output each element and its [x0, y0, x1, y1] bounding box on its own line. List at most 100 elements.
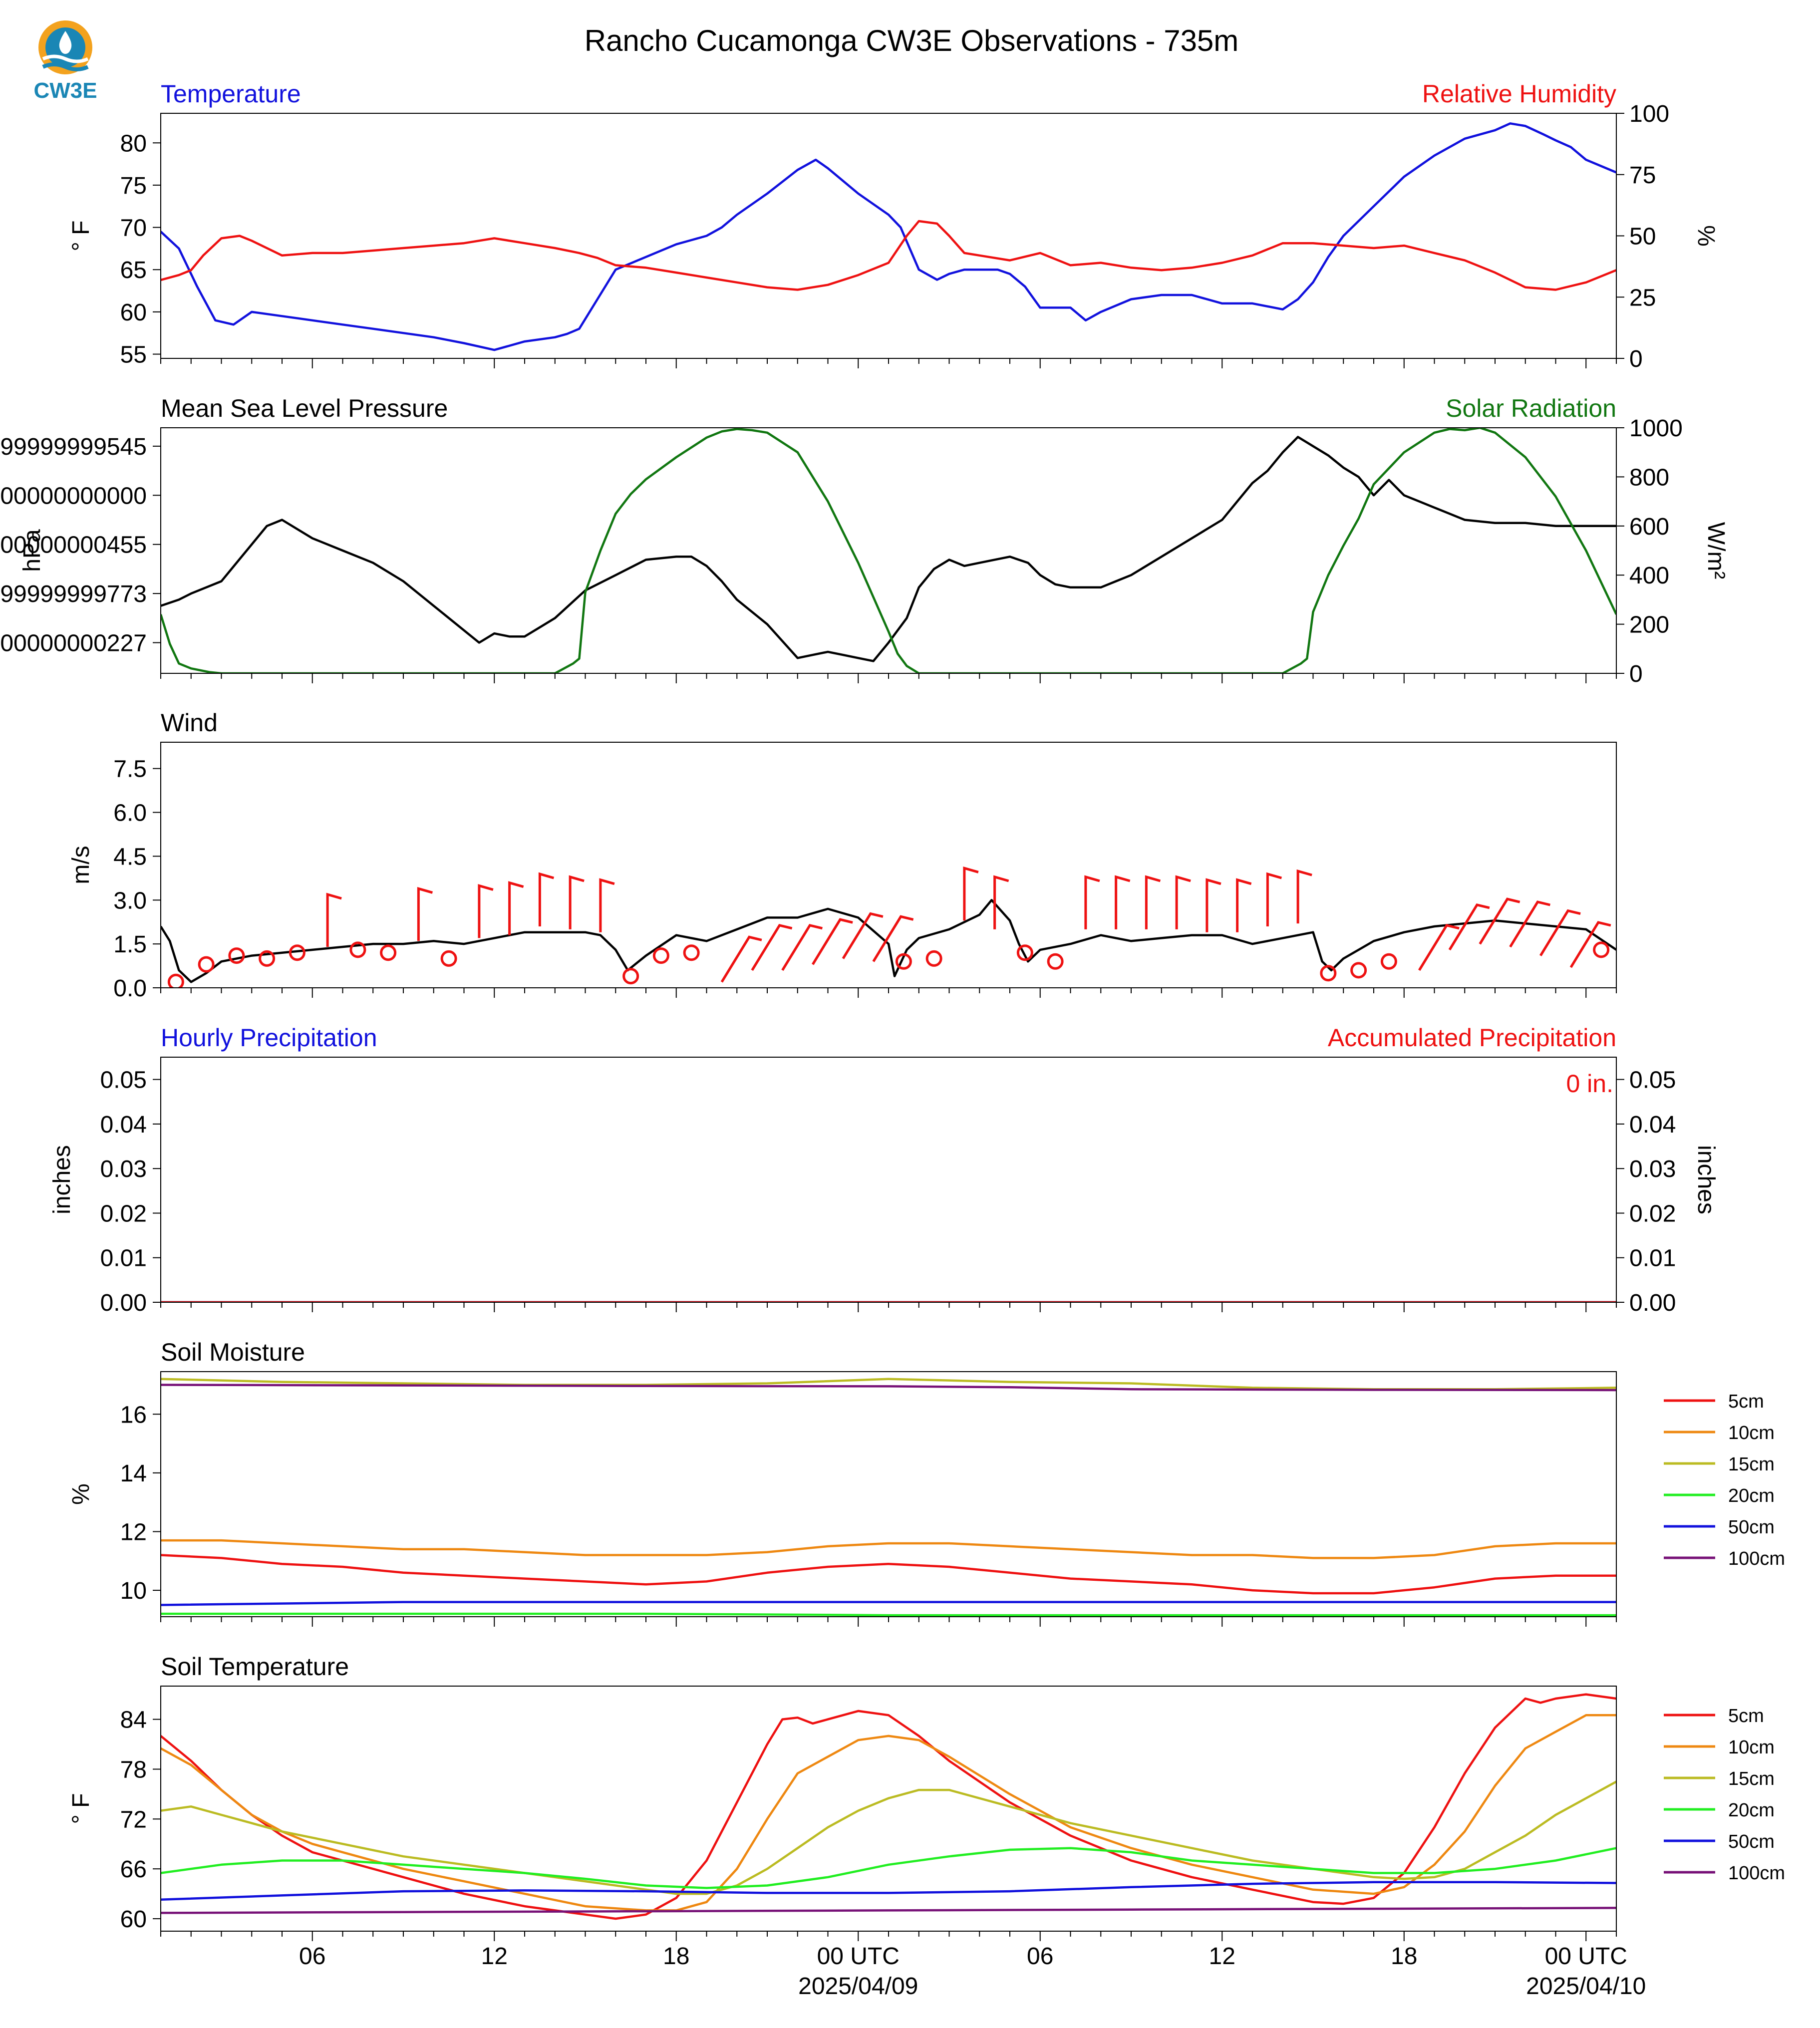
- y-tick-label: 10: [120, 1578, 147, 1604]
- legend-label: 10cm: [1728, 1423, 1775, 1444]
- y-tick-label-right: 100: [1629, 101, 1669, 127]
- panel-frame: [160, 1686, 1617, 1932]
- wind-barb-calm: [259, 950, 276, 967]
- y-tick-label-right: 0.00: [1629, 1290, 1676, 1316]
- y-tick-label: 0.03: [100, 1156, 147, 1182]
- wind-barb: [478, 884, 494, 938]
- y-axis-label-right: W/m²: [1703, 522, 1729, 579]
- y-tick-label: 1.5: [113, 931, 147, 958]
- legend-label: 20cm: [1728, 1485, 1775, 1506]
- y-tick-label: 1018.3999999999999773: [0, 581, 147, 607]
- series-line-5cm: [161, 1554, 1616, 1595]
- wind-barb: [1175, 875, 1191, 929]
- wind-barb-calm: [440, 950, 457, 967]
- x-tick-label: 00 UTC: [817, 1943, 900, 1970]
- y-tick-label: 7.5: [113, 756, 147, 783]
- wind-barb: [720, 935, 762, 983]
- legend-label: 5cm: [1728, 1391, 1764, 1412]
- wind-barb-calm: [683, 944, 700, 961]
- series-line-50cm: [161, 1601, 1616, 1606]
- y-axis-label: ° F: [68, 221, 94, 252]
- wind-barb-calm: [1016, 944, 1033, 961]
- wind-barb: [751, 924, 793, 971]
- figure-title: Rancho Cucamonga CW3E Observations - 735…: [585, 24, 1239, 57]
- wind-barb-calm: [349, 941, 366, 958]
- y-tick-label: 1020.0000000000000000: [0, 483, 147, 509]
- y-tick-label: 1017.6000000000000227: [0, 630, 147, 657]
- wind-barb-calm: [289, 944, 305, 961]
- wind-barb-calm: [652, 947, 669, 964]
- plot-area: [161, 1693, 1616, 1920]
- wind-barb: [1266, 872, 1282, 926]
- y-tick-label: 12: [120, 1519, 147, 1545]
- wind-barb: [1448, 903, 1490, 951]
- x-tick-label: 18: [1391, 1943, 1417, 1970]
- y-tick-label: 3.0: [113, 887, 147, 914]
- wind-barb-calm: [1350, 962, 1367, 979]
- y-tick-label: 66: [120, 1856, 147, 1883]
- legend-label: 15cm: [1728, 1454, 1775, 1475]
- y-tick-label: 65: [120, 257, 147, 284]
- y-axis-label: m/s: [68, 846, 94, 884]
- series-line-20cm: [161, 1847, 1616, 1889]
- wind-barb: [1509, 900, 1550, 948]
- wind-barb: [1539, 909, 1581, 956]
- panel-title: Wind: [161, 709, 218, 737]
- wind-barb: [1084, 875, 1100, 929]
- wind-barb-calm: [1593, 941, 1610, 958]
- y-tick-label-right: 600: [1629, 514, 1669, 540]
- x-tick-label: 12: [1209, 1943, 1235, 1970]
- y-tick-label-right: 200: [1629, 612, 1669, 638]
- series-line-mean-sea-level-pressure: [161, 436, 1616, 662]
- wind-barb: [993, 875, 1009, 929]
- legend-label: 5cm: [1728, 1706, 1764, 1727]
- wind-barb-calm: [895, 953, 912, 970]
- y-tick-label: 0.04: [100, 1112, 147, 1138]
- y-tick-label: 1019.2000000000000455: [0, 532, 147, 559]
- wind-barb-calm: [925, 950, 942, 967]
- panel-title: Hourly Precipitation: [161, 1024, 377, 1052]
- panel-frame: [160, 1057, 1617, 1303]
- series-line-100cm: [161, 1907, 1616, 1914]
- series-line-wind: [161, 899, 1616, 983]
- y-tick-label-right: 400: [1629, 563, 1669, 589]
- panel-title: Soil Moisture: [161, 1338, 305, 1366]
- wind-barb: [326, 892, 342, 947]
- panel-1: Temperature Relative Humidity 55 60 65 70 75 80…: [68, 80, 1719, 372]
- x-tick-label: 06: [1027, 1943, 1053, 1970]
- wind-barb: [963, 866, 979, 921]
- series-line-20cm: [161, 1612, 1616, 1617]
- wind-barb-calm: [198, 956, 215, 973]
- y-tick-label-right: 0.03: [1629, 1156, 1676, 1182]
- y-tick-label-right: 1000: [1629, 415, 1683, 442]
- wind-barb-calm: [167, 973, 184, 988]
- cw3e-logo: CW3E: [33, 20, 97, 103]
- panel-title: Temperature: [161, 80, 301, 108]
- panel-2: Mean Sea Level Pressure Solar Radiation 10…: [0, 394, 1729, 687]
- wind-barb: [1206, 878, 1221, 932]
- wind-barb: [538, 872, 555, 926]
- plot-area: [161, 1378, 1616, 1617]
- y-tick-label: 0.01: [100, 1245, 147, 1272]
- series-line-10cm: [161, 1539, 1616, 1559]
- y-tick-label: 60: [120, 299, 147, 326]
- series-line-15cm: [161, 1378, 1616, 1391]
- wind-barb: [599, 878, 615, 932]
- y-tick-label-right: 800: [1629, 464, 1669, 491]
- logo-drop-icon: [59, 31, 72, 54]
- y-axis-label-right: inches: [1693, 1145, 1719, 1214]
- y-tick-label: 0.00: [100, 1290, 147, 1316]
- legend-label: 100cm: [1728, 1863, 1785, 1884]
- wind-barb: [1296, 869, 1312, 924]
- plot-area: [161, 866, 1616, 988]
- y-tick-label-right: 25: [1629, 285, 1656, 311]
- series-line-temperature: [161, 122, 1616, 351]
- wind-barb: [1418, 924, 1460, 971]
- y-tick-label: 60: [120, 1906, 147, 1933]
- wind-barb: [1115, 875, 1131, 929]
- legend-label: 10cm: [1728, 1737, 1775, 1758]
- wind-barb: [842, 912, 884, 959]
- wind-barb: [872, 915, 914, 962]
- y-tick-label: 78: [120, 1756, 147, 1783]
